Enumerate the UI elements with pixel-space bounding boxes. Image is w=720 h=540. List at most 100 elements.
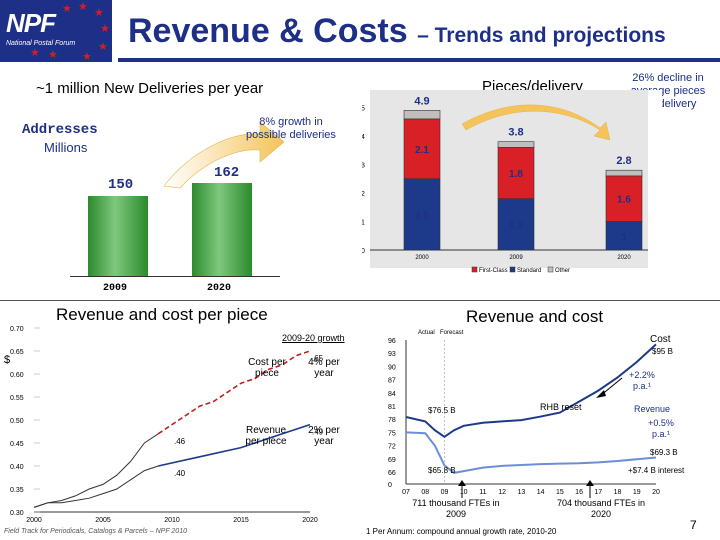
series-line-revenue (405, 431, 657, 474)
y-tick-label: 2 (362, 191, 365, 198)
data-label: .49 (312, 428, 324, 437)
revenue-label: Revenue (634, 404, 671, 414)
bar-segment-other (605, 169, 643, 177)
growth-arrow (163, 121, 285, 189)
y-tick-label: 0.45 (10, 441, 24, 448)
x-tick-label: 2000 (26, 517, 42, 524)
series-line (158, 423, 311, 467)
y-tick-label: 90 (388, 364, 396, 371)
x-tick-label: 11 (479, 489, 486, 496)
x-tick-label: 12 (498, 489, 506, 496)
x-tick-label: 16 (575, 489, 583, 496)
x-axis (70, 276, 280, 277)
y-tick-label: 0.55 (10, 395, 24, 402)
legend-swatch (547, 266, 554, 273)
x-tick-label: 2009 (103, 283, 128, 294)
y-tick-label: 81 (388, 404, 396, 411)
cost-per-piece-label: Cost per piece (248, 357, 286, 379)
y-tick-label: 0.35 (10, 487, 24, 494)
star-icon: ★ (62, 3, 72, 15)
y-tick-label: 0.50 (10, 418, 24, 425)
y-tick-label: 1 (362, 220, 365, 227)
x-tick-label: 2015 (233, 517, 249, 524)
x-tick-label: 13 (517, 489, 525, 496)
y-tick-label: 0.60 (10, 372, 24, 379)
y-tick-label: 93 (388, 351, 396, 358)
bar-segment-standard (497, 198, 535, 251)
series-line (33, 465, 159, 508)
fte-2009-note: 711 thousand FTEs in 2009 (412, 498, 500, 519)
y-tick-label: 66 (388, 470, 396, 477)
star-icon: ★ (30, 47, 40, 59)
growth-header: 2009-20 growth (282, 333, 345, 343)
x-tick-label: 07 (402, 489, 410, 496)
cost-growth-label: 4% per year (308, 357, 340, 379)
x-tick-label: 2005 (95, 517, 111, 524)
section-divider (0, 300, 720, 301)
y-tick-label: 87 (388, 378, 396, 385)
legend-item: Other (555, 268, 570, 274)
bar-value-label: 162 (214, 165, 240, 181)
data-label: .40 (174, 469, 186, 478)
x-tick-label: 2000 (415, 255, 429, 261)
rhb-reset-label: RHB reset (540, 402, 582, 412)
bar-segment-first-class (605, 175, 643, 222)
cost-growth-arrow (596, 377, 623, 398)
bar-total-label: 4.9 (414, 95, 429, 107)
y-tick-label: 0 (388, 482, 392, 489)
rev-cost-chart: 0 66 69 72 75 78 81 84 87 90 93 96 07 08 09 10 11 12 13 14 1… (388, 338, 660, 496)
y-tick-label: 0.40 (10, 464, 24, 471)
x-tick-label: 2020 (617, 255, 631, 261)
fte-arrows (458, 480, 594, 498)
first-class-label: 2.1 (415, 145, 429, 156)
first-class-label: 1.6 (617, 195, 631, 206)
x-tick-label: 10 (460, 489, 468, 496)
star-icon: ★ (78, 1, 88, 13)
y-tick-label: 0.65 (10, 349, 24, 356)
revenue-growth-note: +0.5% p.a.¹ (648, 418, 674, 439)
x-tick-label: 2009 (509, 255, 523, 261)
first-class-label: 1.8 (509, 169, 523, 180)
y-tick-label: 72 (388, 444, 396, 451)
bar-segment-first-class (497, 147, 535, 200)
page-title: Revenue & Costs – Trends and projections (128, 12, 666, 51)
forecast-label: Forecast (440, 330, 464, 336)
star-icon: ★ (82, 51, 92, 63)
logo-subtitle: National Postal Forum (6, 40, 76, 47)
title-main: Revenue & Costs (128, 12, 408, 50)
x-tick-label: 2020 (302, 517, 318, 524)
data-label: .46 (174, 437, 186, 446)
x-tick-label: 09 (441, 489, 449, 496)
start-revenue-value: $65.8 B (428, 466, 456, 475)
y-tick-label: 96 (388, 338, 396, 345)
per-piece-title: Revenue and cost per piece (56, 305, 268, 324)
footnote: 1 Per Annum: compound annual growth rate… (366, 527, 557, 536)
legend-item: First-Class (479, 268, 508, 274)
addresses-label: Addresses (22, 122, 98, 138)
title-subtitle: – Trends and projections (417, 24, 666, 47)
y-tick-label: 75 (388, 430, 396, 437)
standard-label: 1.8 (509, 220, 523, 231)
y-tick-label: 0.30 (10, 510, 24, 517)
bar-total-label: 2.8 (616, 155, 631, 167)
x-tick-label: 18 (614, 489, 622, 496)
x-tick-label: 08 (421, 489, 429, 496)
bar-segment-other (497, 141, 535, 148)
bar-segment-first-class (403, 118, 441, 180)
x-tick-label: 17 (594, 489, 602, 496)
bar-segment-standard (403, 178, 441, 251)
x-tick-label: 14 (537, 489, 545, 496)
y-tick-label: 5 (362, 106, 365, 113)
currency-label: $ (4, 354, 11, 366)
legend-swatch (471, 266, 478, 273)
bar-2009 (88, 196, 148, 276)
x-tick-label: 2010 (164, 517, 180, 524)
data-label: .65 (312, 354, 324, 363)
series-line (157, 350, 311, 435)
series-line (33, 433, 159, 508)
bar-segment-standard (605, 221, 643, 251)
star-icon: ★ (100, 23, 110, 35)
revenue-growth-label: 2% per year (308, 425, 340, 447)
revenue-end-value: $69.3 B (650, 448, 678, 457)
revenue-per-piece-label: Revenue per piece (245, 425, 287, 447)
